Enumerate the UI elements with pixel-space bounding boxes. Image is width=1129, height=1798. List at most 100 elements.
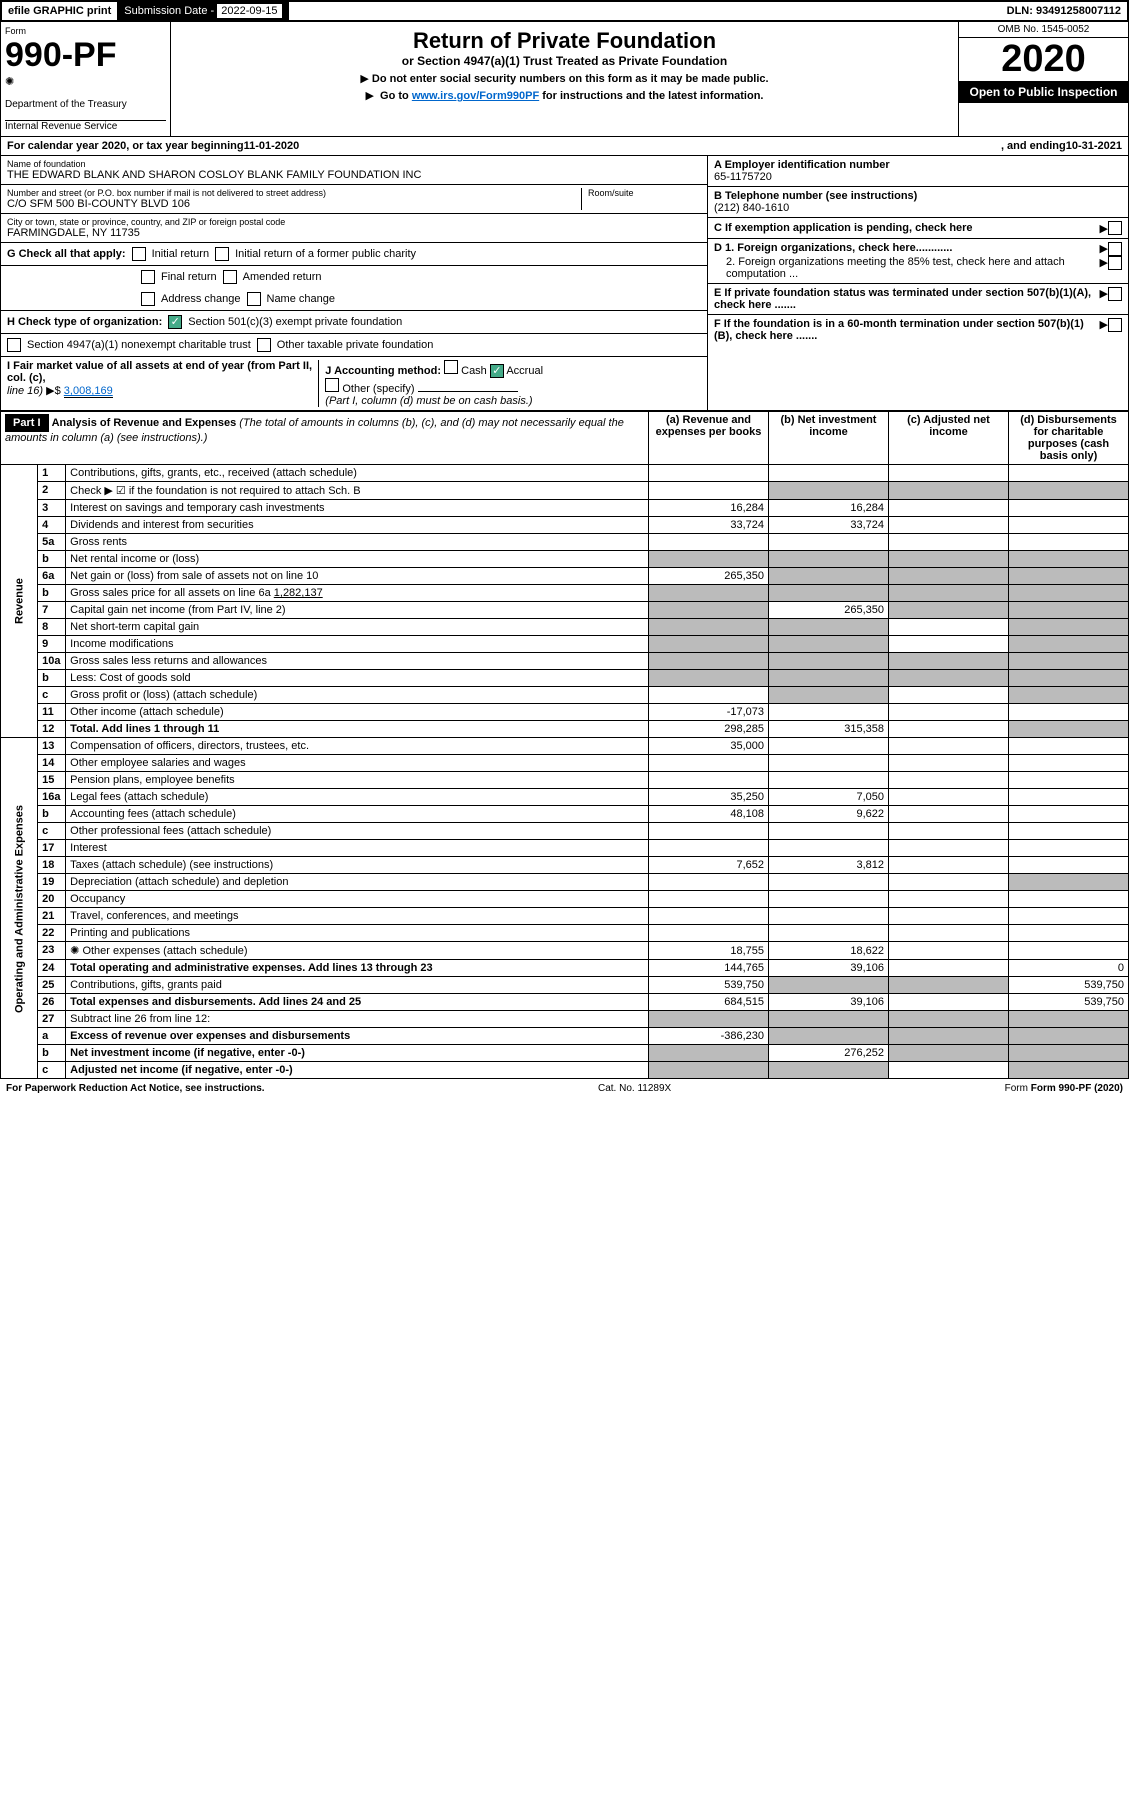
chk-accrual[interactable] <box>490 364 504 378</box>
col-b <box>769 585 889 602</box>
chk-addr-change[interactable] <box>141 292 155 306</box>
row-num: 2 <box>38 482 66 500</box>
col-c <box>889 670 1009 687</box>
table-row: 3Interest on savings and temporary cash … <box>1 500 1129 517</box>
row-desc: Net gain or (loss) from sale of assets n… <box>66 568 649 585</box>
sub-date-lbl: Submission Date - <box>124 5 217 17</box>
row-num: b <box>38 585 66 602</box>
table-row: bGross sales price for all assets on lin… <box>1 585 1129 602</box>
row-desc: Contributions, gifts, grants, etc., rece… <box>66 465 649 482</box>
row-desc: Taxes (attach schedule) (see instruction… <box>66 857 649 874</box>
col-d <box>1009 857 1129 874</box>
col-b: 276,252 <box>769 1045 889 1062</box>
row-desc: Depreciation (attach schedule) and deple… <box>66 874 649 891</box>
g-opt-3: Amended return <box>243 271 322 283</box>
chk-4947[interactable] <box>7 338 21 352</box>
j-accrual: Accrual <box>506 365 543 377</box>
header-right: OMB No. 1545-0052 2020 Open to Public In… <box>958 22 1128 136</box>
chk-e[interactable] <box>1108 287 1122 301</box>
g-label: G Check all that apply: <box>7 248 126 260</box>
chk-d2[interactable] <box>1108 256 1122 270</box>
h-label: H Check type of organization: <box>7 316 162 328</box>
col-c <box>889 687 1009 704</box>
row-desc: Dividends and interest from securities <box>66 517 649 534</box>
col-d <box>1009 465 1129 482</box>
chk-amended[interactable] <box>223 270 237 284</box>
col-d <box>1009 602 1129 619</box>
col-b <box>769 670 889 687</box>
table-row: aExcess of revenue over expenses and dis… <box>1 1028 1129 1045</box>
col-c <box>889 755 1009 772</box>
table-row: 12Total. Add lines 1 through 11298,28531… <box>1 721 1129 738</box>
form-ref: Form Form 990-PF (2020) <box>1005 1083 1123 1094</box>
table-row: bLess: Cost of goods sold <box>1 670 1129 687</box>
col-a: -386,230 <box>649 1028 769 1045</box>
col-b <box>769 1011 889 1028</box>
chk-other-acct[interactable] <box>325 378 339 392</box>
col-c <box>889 482 1009 500</box>
col-b <box>769 687 889 704</box>
col-c <box>889 500 1009 517</box>
col-c <box>889 619 1009 636</box>
col-b: 265,350 <box>769 602 889 619</box>
chk-initial-former[interactable] <box>215 247 229 261</box>
col-a: 539,750 <box>649 977 769 994</box>
attach-icon[interactable]: ✺ <box>70 945 79 957</box>
col-d <box>1009 619 1129 636</box>
chk-other-tax[interactable] <box>257 338 271 352</box>
col-b <box>769 534 889 551</box>
chk-final[interactable] <box>141 270 155 284</box>
cal-mid: , and ending <box>1001 140 1066 152</box>
irs-link[interactable]: www.irs.gov/Form990PF <box>412 90 539 102</box>
i2: line 16) <box>7 385 43 397</box>
col-a <box>649 1062 769 1079</box>
h2: Section 4947(a)(1) nonexempt charitable … <box>27 339 251 351</box>
info-icon[interactable]: ✺ <box>5 75 19 89</box>
foundation-name: THE EDWARD BLANK AND SHARON COSLOY BLANK… <box>7 169 701 181</box>
chk-c[interactable] <box>1108 221 1122 235</box>
col-b <box>769 908 889 925</box>
col-d-hdr: (d) Disbursements for charitable purpose… <box>1009 412 1129 465</box>
col-b: 9,622 <box>769 806 889 823</box>
col-b: 33,724 <box>769 517 889 534</box>
foundation-name-box: Name of foundation THE EDWARD BLANK AND … <box>1 156 707 185</box>
col-d: 539,750 <box>1009 994 1129 1011</box>
chk-501c3[interactable] <box>168 315 182 329</box>
chk-f[interactable] <box>1108 318 1122 332</box>
col-c <box>889 994 1009 1011</box>
chk-initial[interactable] <box>132 247 146 261</box>
col-a: 35,000 <box>649 738 769 755</box>
instr-link: Go to www.irs.gov/Form990PF for instruct… <box>177 89 952 102</box>
efile-print-button[interactable]: efile GRAPHIC print <box>2 2 118 20</box>
table-row: 17Interest <box>1 840 1129 857</box>
row-num: 7 <box>38 602 66 619</box>
col-c <box>889 551 1009 568</box>
col-b <box>769 925 889 942</box>
chk-name-change[interactable] <box>247 292 261 306</box>
form-label: Form <box>5 26 166 36</box>
table-row: cAdjusted net income (if negative, enter… <box>1 1062 1129 1079</box>
table-row: 19Depreciation (attach schedule) and dep… <box>1 874 1129 891</box>
telephone: (212) 840-1610 <box>714 202 789 214</box>
d-box: D 1. Foreign organizations, check here..… <box>708 239 1128 284</box>
address: C/O SFM 500 BI-COUNTY BLVD 106 <box>7 198 581 210</box>
row-num: 11 <box>38 704 66 721</box>
col-a: 16,284 <box>649 500 769 517</box>
row-desc: Printing and publications <box>66 925 649 942</box>
chk-d1[interactable] <box>1108 242 1122 256</box>
e-label: E If private foundation status was termi… <box>714 287 1100 311</box>
row-desc: Other income (attach schedule) <box>66 704 649 721</box>
col-a <box>649 755 769 772</box>
fmv-value[interactable]: 3,008,169 <box>64 385 113 398</box>
col-d <box>1009 942 1129 960</box>
col-a <box>649 772 769 789</box>
row-desc: Excess of revenue over expenses and disb… <box>66 1028 649 1045</box>
city: FARMINGDALE, NY 11735 <box>7 227 701 239</box>
table-row: 24Total operating and administrative exp… <box>1 960 1129 977</box>
row-num: b <box>38 551 66 568</box>
col-a <box>649 1011 769 1028</box>
row-num: 1 <box>38 465 66 482</box>
col-c <box>889 874 1009 891</box>
col-a <box>649 1045 769 1062</box>
chk-cash[interactable] <box>444 360 458 374</box>
